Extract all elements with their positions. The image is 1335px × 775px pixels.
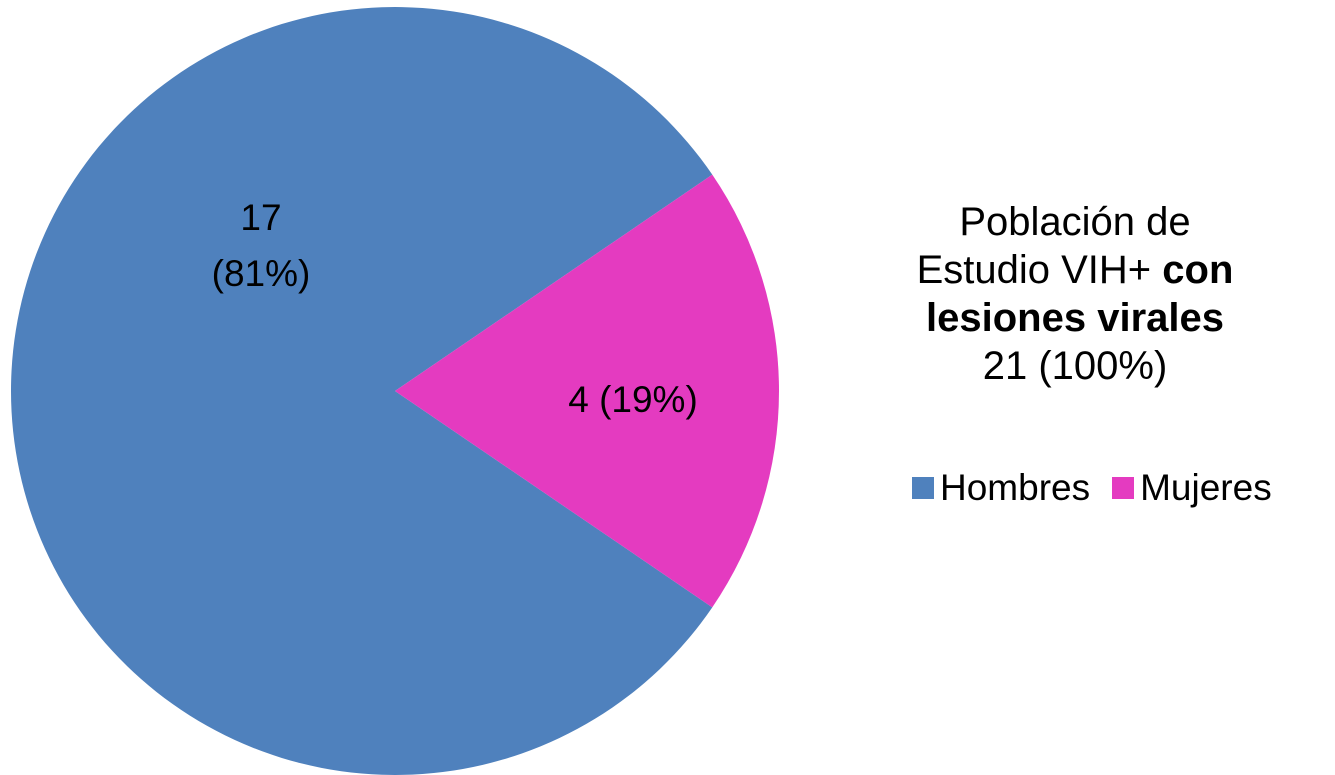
chart-title-line-1: Población de (959, 200, 1191, 244)
slice-label-mujeres: 4 (19%) (568, 379, 698, 420)
chart-title-line-3: lesiones virales (926, 296, 1224, 340)
legend-swatch-mujeres (1112, 477, 1135, 499)
slice-label-hombres-value: 17 (240, 197, 281, 238)
legend-swatch-hombres (912, 477, 934, 499)
chart-title-line-2-normal: Estudio VIH+ (916, 248, 1163, 292)
chart-title-line-2: Estudio VIH+ con (860, 246, 1290, 294)
chart-title: Población de Estudio VIH+ con lesiones v… (860, 198, 1290, 390)
legend-label-mujeres: Mujeres (1140, 467, 1272, 508)
pie-slice-hombres (10, 6, 713, 775)
chart-title-line-2-bold: con (1162, 248, 1234, 292)
legend-label-hombres: Hombres (940, 467, 1091, 508)
legend-item-hombres[interactable]: Hombres (912, 467, 1090, 509)
legend-item-mujeres[interactable]: Mujeres (1112, 467, 1272, 509)
pie-slice-mujeres (395, 174, 780, 608)
slice-label-hombres-percent: (81%) (212, 253, 311, 294)
chart-title-line-4: 21 (100%) (982, 344, 1168, 388)
chart-legend: Hombres Mujeres (912, 467, 1272, 509)
